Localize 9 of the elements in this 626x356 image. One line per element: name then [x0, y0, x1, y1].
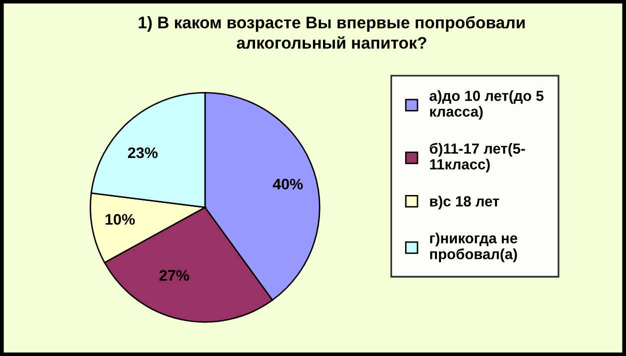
legend-label: б)11-17 лет(5- 11класс): [430, 142, 525, 172]
data-label: 23%: [128, 147, 158, 158]
legend-label: в)с 18 лет: [430, 196, 500, 210]
data-label: 27%: [159, 270, 190, 281]
data-label: 40%: [272, 178, 303, 190]
data-label: 10%: [106, 214, 135, 225]
chart-title: 1) В каком возрасте Вы впервые попробовали алкогольный напиток?: [138, 16, 525, 49]
legend-label: а)до 10 лет(до 5 класса): [430, 90, 544, 120]
legend-label: г)никогда не пробовал(а): [430, 232, 518, 262]
